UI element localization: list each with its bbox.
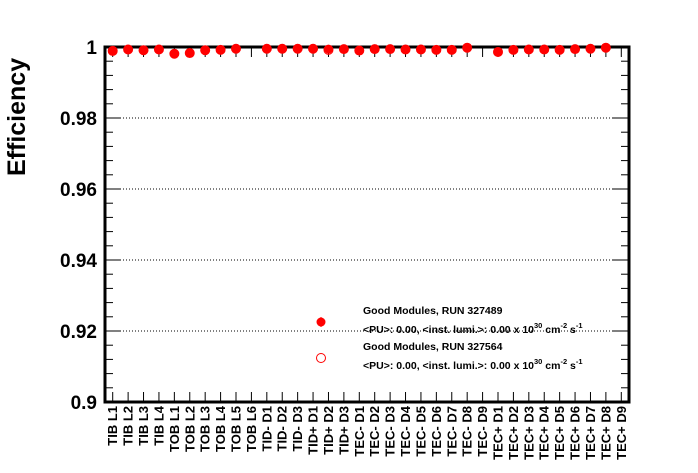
plot-frame	[103, 45, 631, 404]
y-axis-label: Efficiency	[3, 58, 31, 176]
legend-marker-open	[316, 353, 326, 363]
marker-filled	[354, 46, 364, 56]
marker-filled	[185, 48, 195, 58]
gridlines	[105, 117, 629, 332]
legend-entry-2-s: s	[567, 360, 576, 372]
x-tick-labels: TIB L1 TIB L2 TIB L3 TIB L4 TOB L1 TOB L2 TOB …	[105, 405, 629, 460]
marker-filled	[370, 44, 380, 54]
marker-filled	[200, 45, 210, 55]
marker-filled	[385, 44, 395, 54]
marker-filled	[339, 44, 349, 54]
marker-filled	[323, 44, 333, 54]
x-tick-label: TID+ D2	[321, 406, 336, 455]
marker-filled	[447, 45, 457, 55]
y-tick-labels: 0.9 0.92 0.94 0.96 0.98 1	[60, 38, 97, 414]
data-markers	[107, 42, 611, 59]
legend-entry-1-cm-exp: -2	[560, 321, 567, 330]
x-tick-label: TEC+ D4	[537, 405, 552, 460]
x-tick-label: TEC- D3	[383, 406, 398, 457]
marker-filled	[416, 44, 426, 54]
x-tick-label: TIB L3	[136, 406, 151, 446]
legend: Good Modules, RUN 327489 <PU>: 0.00, <in…	[316, 305, 583, 372]
x-tick-label: TIB L2	[121, 406, 136, 446]
x-tick-label: TEC+ D7	[583, 406, 598, 460]
x-tick-label: TEC- D9	[475, 406, 490, 457]
marker-filled	[231, 44, 241, 54]
legend-entry-1-s-exp: -1	[576, 321, 583, 330]
x-tick-label: TEC+ D6	[568, 406, 583, 460]
x-tick-label: TID- D2	[275, 406, 290, 452]
marker-filled	[277, 44, 287, 54]
y-tick-label: 0.94	[60, 251, 97, 272]
x-tick-label: TOB L6	[244, 406, 259, 452]
marker-filled	[555, 45, 565, 55]
y-tick-label: 0.92	[60, 322, 97, 343]
marker-filled	[216, 45, 226, 55]
marker-filled	[431, 45, 441, 55]
legend-entry-2-exp: 30	[534, 357, 542, 366]
marker-filled	[262, 44, 272, 54]
x-tick-label: TEC- D6	[429, 406, 444, 457]
x-tick-label: TEC- D8	[460, 406, 475, 457]
marker-filled	[401, 44, 411, 54]
marker-filled	[508, 45, 518, 55]
legend-entry-2-subtitle: <PU>: 0.00, <inst. lumi.>: 0.00 x 1030 c…	[363, 357, 583, 372]
x-tick-label: TEC- D2	[367, 406, 382, 457]
x-tick-label: TEC+ D3	[521, 406, 536, 460]
legend-entry-2-title: Good Modules, RUN 327564	[363, 341, 503, 353]
x-tick-label: TIB L4	[151, 405, 166, 445]
marker-filled	[570, 44, 580, 54]
legend-entry-1-s: s	[567, 324, 576, 336]
x-tick-label: TEC+ D1	[491, 406, 506, 460]
marker-filled	[139, 45, 149, 55]
marker-filled	[524, 44, 534, 54]
marker-filled	[462, 43, 472, 53]
x-tick-label: TOB L1	[167, 406, 182, 452]
legend-entry-1-subtitle: <PU>: 0.00, <inst. lumi.>: 0.00 x 1030 c…	[363, 321, 583, 336]
x-tick-label: TIB L1	[105, 406, 120, 446]
x-tick-label: TEC+ D9	[614, 406, 629, 460]
marker-filled	[601, 43, 611, 53]
legend-entry-1-exp: 30	[534, 321, 542, 330]
legend-entry-1-pu: <PU>: 0.00, <inst. lumi.>: 0.00 x 10	[363, 324, 534, 336]
y-tick-label: 0.9	[71, 393, 97, 414]
x-tick-label: TEC+ D5	[552, 406, 567, 460]
y-tick-label: 0.98	[60, 109, 97, 130]
x-tick-label: TOB L5	[229, 406, 244, 452]
marker-filled	[308, 44, 318, 54]
marker-filled	[539, 44, 549, 54]
marker-filled	[123, 44, 133, 54]
x-tick-label: TID- D1	[259, 406, 274, 452]
x-tick-label: TEC- D5	[413, 406, 428, 457]
legend-entry-1-title: Good Modules, RUN 327489	[363, 305, 503, 317]
marker-filled	[493, 47, 503, 57]
legend-entry-2-s-exp: -1	[576, 357, 583, 366]
marker-filled	[108, 46, 118, 56]
x-tick-label: TEC- D7	[444, 406, 459, 457]
marker-filled	[585, 44, 595, 54]
x-tick-label: TEC- D1	[352, 406, 367, 457]
legend-entry-1-cm: cm	[542, 324, 560, 336]
x-tick-label: TID- D3	[290, 406, 305, 452]
x-tick-label: TEC+ D8	[598, 406, 613, 460]
x-tick-label: TOB L3	[198, 406, 213, 452]
x-tick-label: TEC- D4	[398, 405, 413, 456]
x-tick-label: TID+ D1	[306, 406, 321, 455]
x-tick-label: TOB L4	[213, 405, 228, 452]
legend-entry-2-pu: <PU>: 0.00, <inst. lumi.>: 0.00 x 10	[363, 360, 534, 372]
y-tick-label: 1	[86, 38, 97, 59]
marker-filled	[154, 44, 164, 54]
x-tick-label: TOB L2	[182, 406, 197, 452]
legend-entry-2-cm: cm	[542, 360, 560, 372]
marker-filled	[293, 44, 303, 54]
legend-entry-2-cm-exp: -2	[560, 357, 567, 366]
y-tick-label: 0.96	[60, 180, 97, 201]
x-tick-label: TID+ D3	[336, 406, 351, 455]
marker-filled	[169, 49, 179, 59]
x-tick-label: TEC+ D2	[506, 406, 521, 460]
